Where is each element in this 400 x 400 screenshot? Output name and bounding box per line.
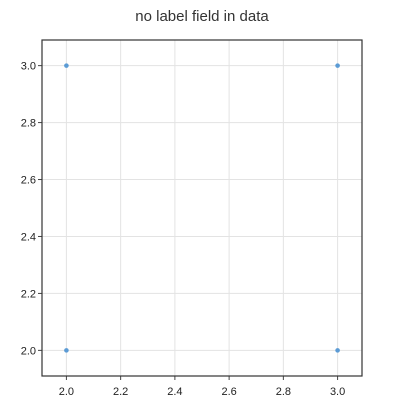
y-axis: 2.0 2.2 2.4 2.6 2.8 3.0 — [21, 61, 42, 357]
x-tick-label-2: 2.4 — [167, 386, 182, 398]
y-tick-label-1: 2.2 — [21, 288, 36, 300]
data-point-0-3 — [335, 348, 340, 353]
y-tick-label-3: 2.6 — [21, 175, 36, 187]
grid-lines — [42, 40, 362, 376]
x-tick-label-3: 2.6 — [221, 386, 236, 398]
data-point-0-2 — [64, 348, 69, 353]
x-tick-label-4: 2.8 — [276, 386, 291, 398]
plot-frame — [41, 39, 363, 377]
y-tick-label-2: 2.4 — [21, 231, 36, 243]
data-points — [64, 63, 340, 353]
y-tick-label-4: 2.8 — [21, 118, 36, 130]
x-tick-label-0: 2.0 — [59, 386, 74, 398]
chart-title: no label field in data — [135, 8, 269, 25]
data-point-0-0 — [64, 63, 69, 68]
y-tick-label-5: 3.0 — [21, 61, 36, 73]
x-tick-label-5: 3.0 — [330, 386, 345, 398]
x-axis: 2.0 2.2 2.4 2.6 2.8 3.0 — [59, 376, 345, 398]
data-point-0-1 — [335, 63, 340, 68]
x-tick-label-1: 2.2 — [113, 386, 128, 398]
y-tick-label-0: 2.0 — [21, 345, 36, 357]
